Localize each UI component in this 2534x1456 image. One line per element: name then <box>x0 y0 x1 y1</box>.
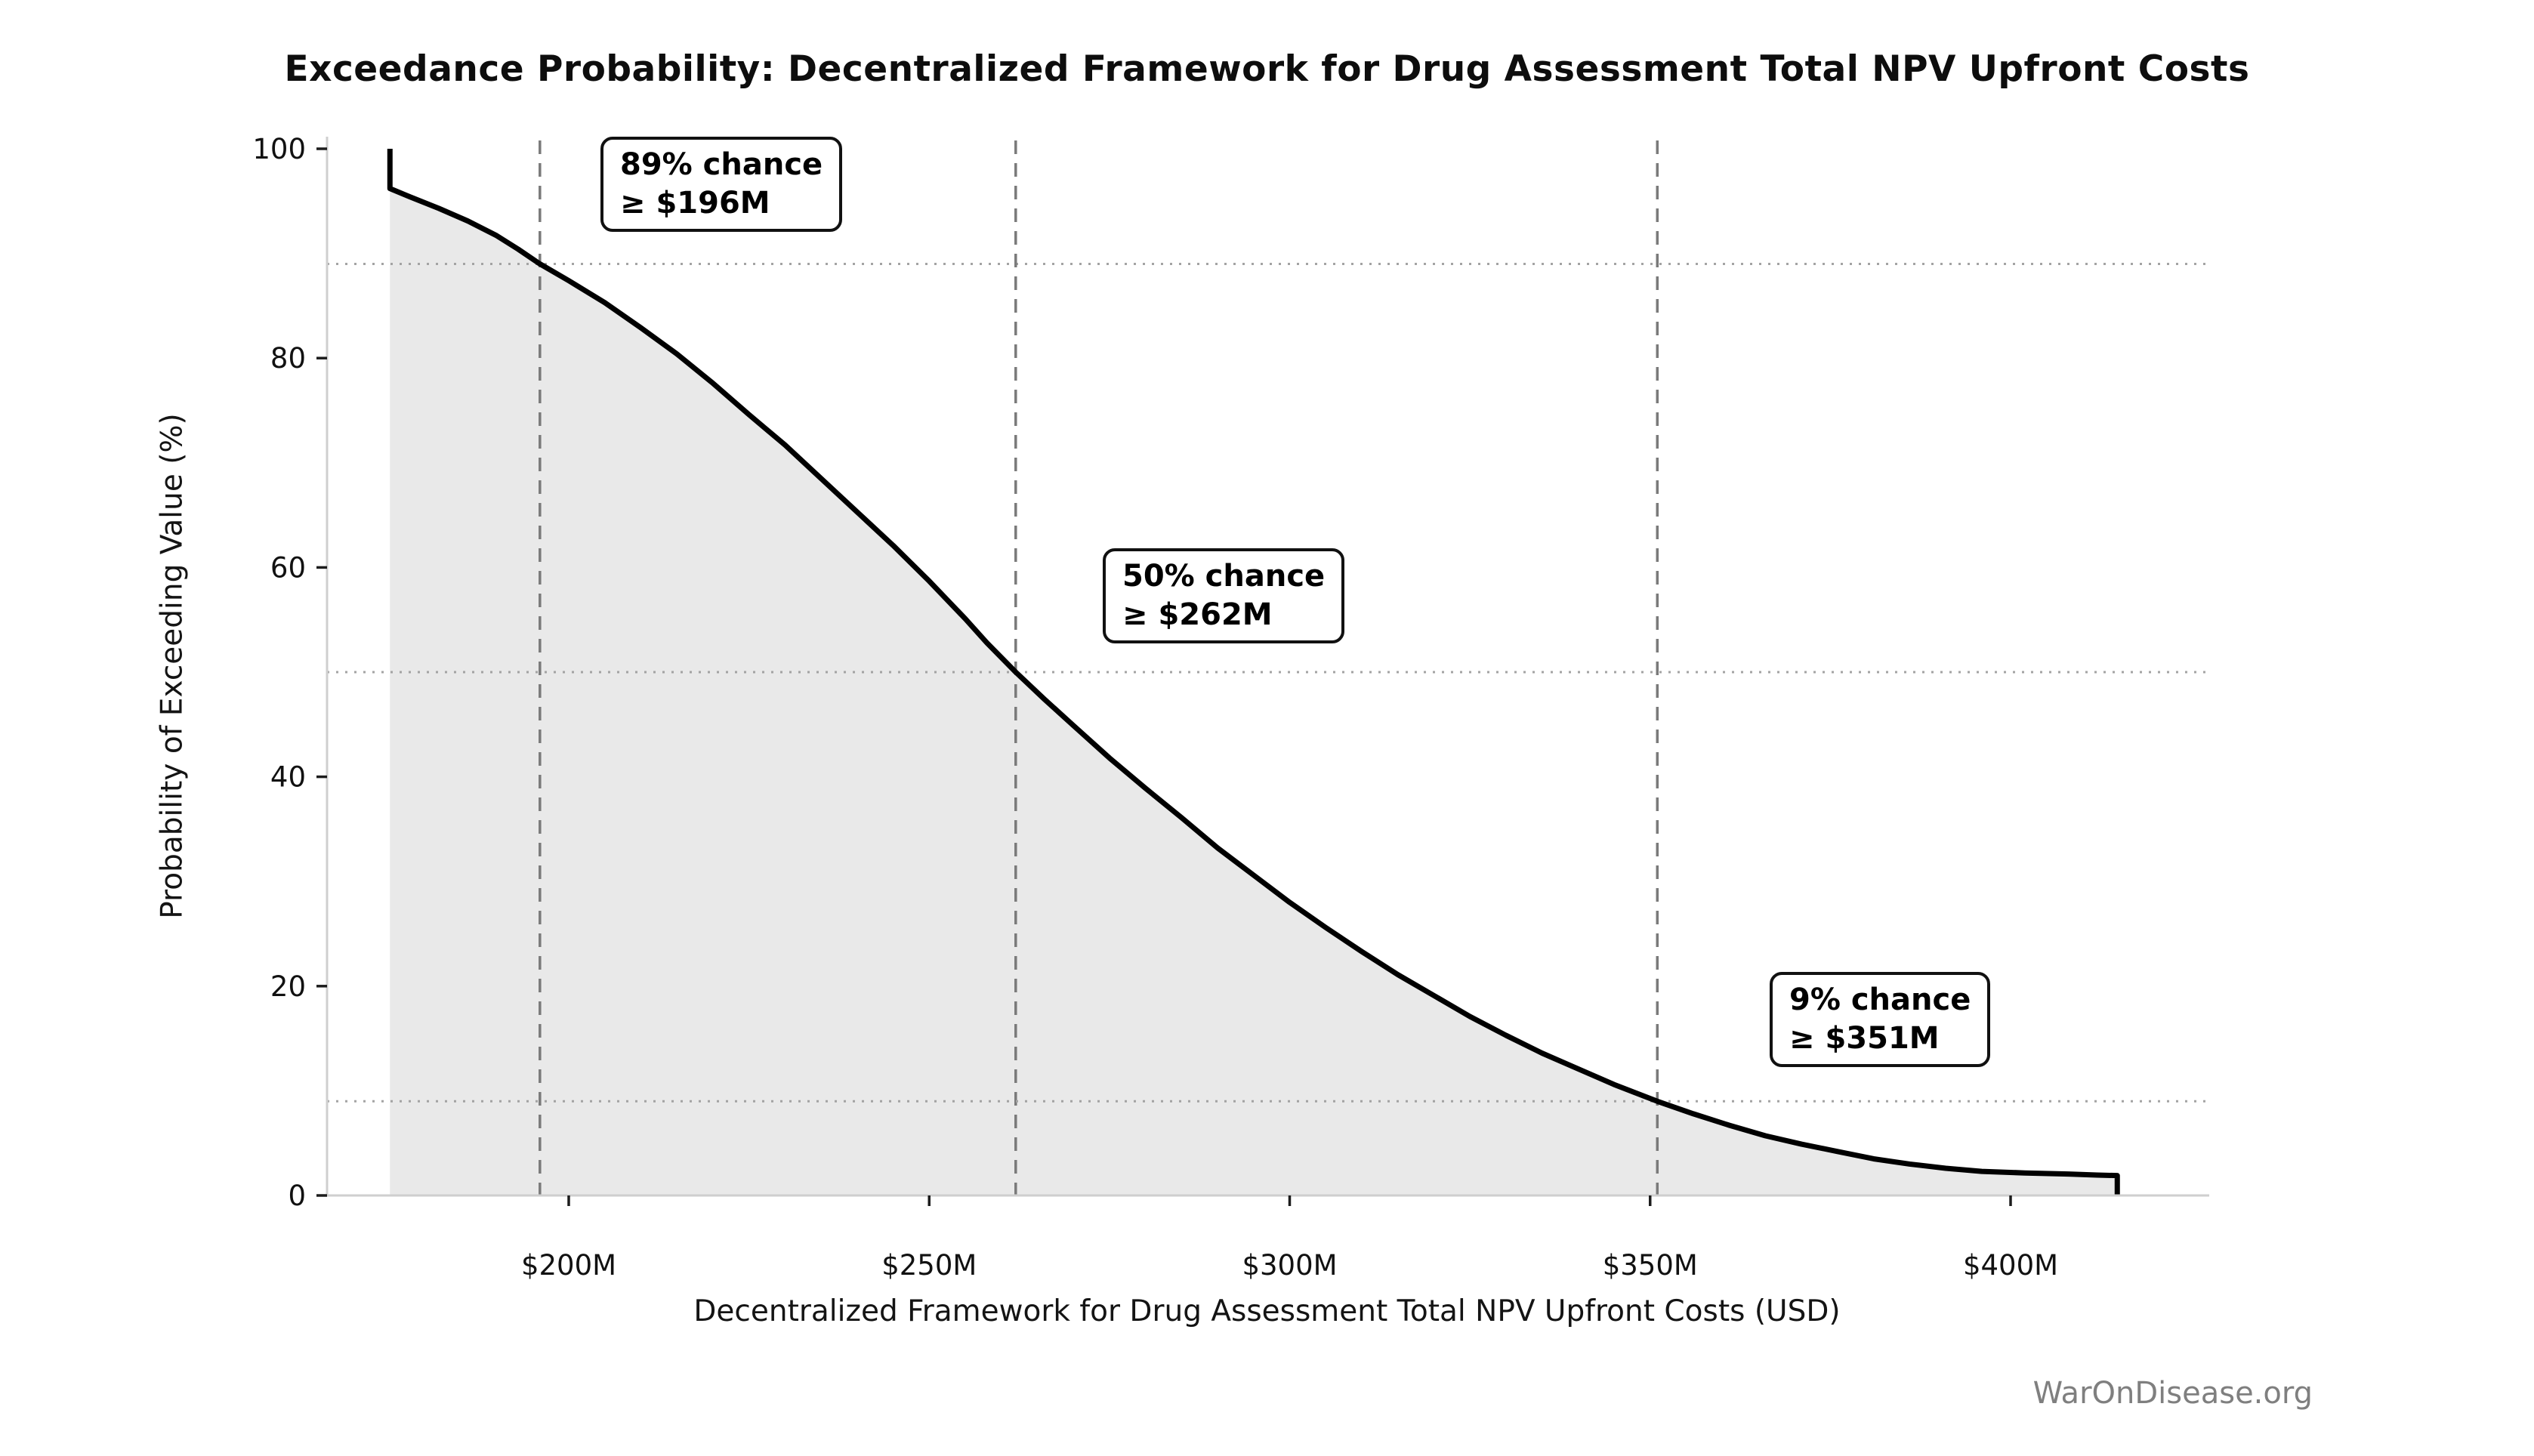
x-tick-label-250: $250M <box>881 1249 977 1282</box>
y-tick-label-0: 0 <box>288 1180 306 1212</box>
annotation-89-percent: 89% chance ≥ $196M <box>600 137 843 233</box>
annotation-50-percent: 50% chance ≥ $262M <box>1103 548 1345 644</box>
annotation-9-line1: 9% chance <box>1789 982 1971 1017</box>
annotation-50-line2: ≥ $262M <box>1122 597 1273 633</box>
y-tick-label-60: 60 <box>270 551 306 584</box>
y-tick-label-100: 100 <box>252 133 306 165</box>
x-tick-label-400: $400M <box>1963 1249 2058 1282</box>
y-tick-label-80: 80 <box>270 342 306 375</box>
annotation-50-line1: 50% chance <box>1122 559 1326 594</box>
chart-title: Exceedance Probability: Decentralized Fr… <box>284 48 2250 90</box>
x-tick-label-300: $300M <box>1242 1249 1337 1282</box>
annotation-9-line2: ≥ $351M <box>1789 1021 1940 1057</box>
curve-fill-area <box>390 149 2118 1195</box>
exceedance-curve <box>387 149 2120 1195</box>
y-tick-label-20: 20 <box>270 970 306 1003</box>
annotation-9-percent: 9% chance ≥ $351M <box>1770 972 1991 1068</box>
annotation-89-line2: ≥ $196M <box>620 186 770 221</box>
y-axis-label: Probability of Exceeding Value (%) <box>155 413 190 919</box>
x-tick-label-200: $200M <box>521 1249 616 1282</box>
x-tick-label-350: $350M <box>1603 1249 1698 1282</box>
y-tick-label-40: 40 <box>270 761 306 794</box>
annotation-89-line1: 89% chance <box>620 147 823 182</box>
watermark: WarOnDisease.org <box>2032 1376 2313 1411</box>
x-axis-label: Decentralized Framework for Drug Assessm… <box>693 1294 1841 1328</box>
